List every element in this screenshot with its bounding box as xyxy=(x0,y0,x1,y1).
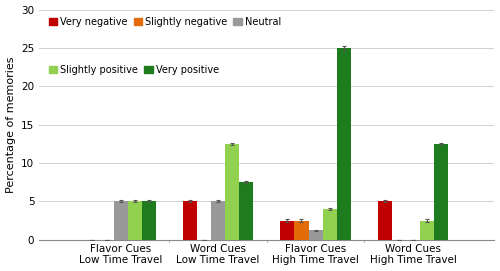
Bar xyxy=(420,221,434,240)
Bar xyxy=(294,221,308,240)
Bar xyxy=(322,209,336,240)
Bar xyxy=(183,201,197,240)
Bar xyxy=(142,201,156,240)
Bar xyxy=(434,144,448,240)
Bar xyxy=(308,230,322,240)
Bar xyxy=(336,48,351,240)
Legend: Slightly positive, Very positive: Slightly positive, Very positive xyxy=(48,65,219,75)
Bar xyxy=(225,144,240,240)
Bar xyxy=(128,201,142,240)
Bar xyxy=(378,201,392,240)
Bar xyxy=(240,182,254,240)
Bar xyxy=(114,201,128,240)
Bar xyxy=(211,201,225,240)
Bar xyxy=(280,221,294,240)
Y-axis label: Percentage of memories: Percentage of memories xyxy=(6,56,16,193)
